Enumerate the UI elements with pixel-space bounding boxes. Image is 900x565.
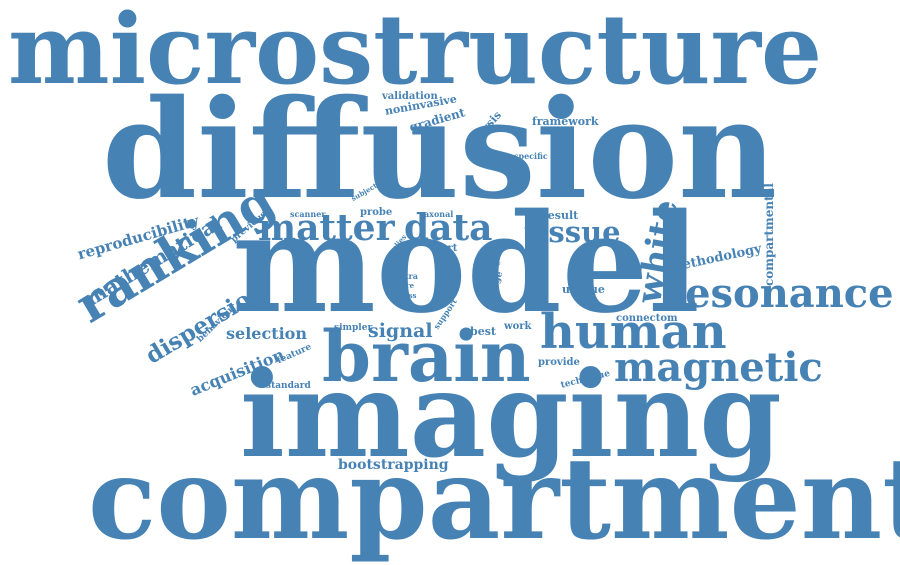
cloud-word: selection [226,324,307,343]
cloud-word: part [434,243,458,254]
cloud-word: axonal [424,209,454,219]
cloud-word: magnetic [614,344,823,391]
cloud-word: probe [360,207,393,218]
cloud-word: simpler [334,323,373,333]
cloud-word: validation [382,91,438,102]
cloud-word: compartmental [762,183,776,286]
cloud-word: resonance [664,270,894,317]
cloud-word: work [504,321,532,332]
cloud-word: scanner [290,209,326,219]
cloud-word: data [404,207,493,249]
cloud-word: unique [562,283,605,296]
cloud-word: standard [266,381,311,391]
cloud-word: matter [258,207,395,249]
cloud-word: compartment [88,434,900,565]
cloud-word: human [540,304,727,360]
cloud-word: result [542,209,579,222]
cloud-word: use [438,265,450,272]
cloud-word: imaging [240,345,782,484]
cloud-word: connectom [616,313,678,324]
cloud-word: specific [514,151,548,161]
cloud-word: fibre [396,281,415,290]
cloud-word: diffusion [102,70,778,230]
cloud-word: tissue [524,215,621,249]
cloud-word: bootstrapping [338,457,449,473]
cloud-word: cross [396,291,417,300]
cloud-word: study [434,255,453,262]
cloud-word: best [470,325,496,338]
cloud-word: model [232,184,700,344]
cloud-word: framework [532,115,599,128]
cloud-word: brain [322,315,531,398]
cloud-word: signal [368,320,433,342]
cloud-word: microstructure [8,0,823,106]
cloud-word: provide [538,357,580,368]
cloud-word: intra [396,271,418,281]
